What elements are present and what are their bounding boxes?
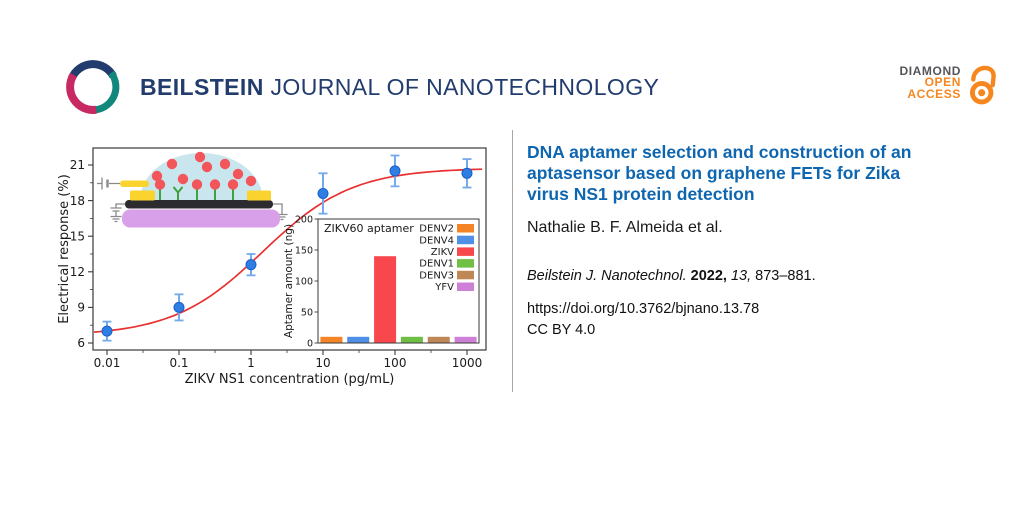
citation-pages: 873–881. — [755, 268, 816, 284]
oa-line-diamond: DIAMOND — [899, 63, 961, 78]
x-tick-label: 1 — [247, 356, 255, 370]
legend-label: DENV4 — [419, 235, 454, 246]
inset-y-tick-label: 0 — [307, 338, 313, 349]
license-label: CC BY 4.0 — [527, 322, 596, 338]
doi-link[interactable]: https://doi.org/10.3762/bjnano.13.78 — [527, 301, 760, 317]
article-info: DNA aptamer selection and construction o… — [527, 142, 942, 338]
legend-label: DENV3 — [419, 270, 454, 281]
data-point — [173, 301, 185, 313]
data-point — [101, 325, 113, 337]
data-point — [461, 167, 473, 179]
source-electrode — [130, 190, 155, 201]
aptamers-bound — [154, 179, 239, 200]
x-tick-label: 100 — [384, 356, 407, 370]
article-title: DNA aptamer selection and construction o… — [527, 142, 912, 204]
drain-electrode — [247, 190, 271, 201]
y-tick-label: 9 — [77, 301, 85, 315]
article-citation: Beilstein J. Nanotechnol. 2022, 13, 873–… — [527, 268, 942, 284]
beilstein-swirl-icon — [66, 60, 120, 114]
legend-swatch — [457, 224, 474, 233]
bar-denv4 — [347, 336, 370, 343]
citation-journal: Beilstein J. Nanotechnol. — [527, 268, 687, 284]
inset-y-tick-label: 150 — [295, 245, 313, 256]
bar-denv2 — [320, 336, 343, 343]
legend-swatch — [457, 270, 474, 280]
y-axis-label: Electrical response (%) — [57, 174, 72, 324]
citation-year: 2022, — [690, 268, 727, 284]
vertical-divider — [512, 130, 513, 392]
bar-denv1 — [400, 336, 423, 343]
legend-label: DENV2 — [419, 224, 454, 235]
inset-title: ZIKV60 aptamer — [324, 222, 414, 235]
citation-volume: 13, — [730, 268, 752, 284]
oa-line-access: ACCESS — [907, 86, 961, 101]
bar-zikv — [374, 256, 397, 343]
journal-wordmark: BEILSTEIN JOURNAL OF NANOTECHNOLOGY — [140, 74, 659, 101]
y-tick-label: 6 — [77, 336, 85, 350]
y-tick-label: 15 — [70, 229, 85, 243]
x-axis-label: ZIKV NS1 concentration (pg/mL) — [185, 372, 395, 387]
x-tick-label: 10 — [315, 356, 330, 370]
legend-swatch — [457, 235, 474, 245]
open-padlock-icon — [969, 65, 996, 105]
data-point — [317, 187, 329, 199]
legend-swatch — [457, 259, 474, 268]
inset-y-axis-label: Aptamer amount (ng) — [283, 224, 295, 338]
oa-line-open: OPEN — [924, 75, 961, 90]
open-access-badge: DIAMOND OPEN ACCESS — [899, 60, 998, 106]
x-tick-label: 1000 — [452, 356, 483, 370]
article-authors: Nathalie B. F. Almeida et al. — [527, 219, 723, 236]
legend-swatch — [457, 282, 474, 291]
inset-y-tick-label: 200 — [295, 214, 313, 225]
bar-yfv — [454, 336, 477, 343]
x-tick-label: 0.1 — [169, 356, 188, 370]
journal-name-bold: BEILSTEIN — [140, 74, 264, 100]
y-tick-label: 21 — [70, 158, 85, 172]
substrate — [122, 209, 280, 228]
bar-denv3 — [427, 336, 450, 343]
circuit-wiring — [97, 177, 288, 223]
data-point — [389, 165, 401, 177]
inset-y-tick-label: 100 — [295, 276, 313, 287]
legend-swatch — [457, 247, 474, 256]
legend-label: DENV1 — [419, 259, 454, 270]
legend-label: YFV — [434, 282, 454, 293]
open-access-label: DIAMOND OPEN ACCESS — [899, 63, 961, 101]
sigmoid-fit-curve — [93, 168, 483, 333]
x-tick-label: 0.01 — [94, 356, 121, 370]
journal-name-rest: JOURNAL OF NANOTECHNOLOGY — [270, 74, 660, 100]
biosensor-schematic — [97, 151, 288, 228]
ns1-proteins-free — [151, 151, 257, 187]
legend-label: ZIKV — [431, 247, 454, 258]
aptamer-free — [173, 186, 183, 201]
y-tick-label: 18 — [70, 194, 85, 208]
inset-y-tick-label: 50 — [301, 307, 313, 318]
gate-electrode — [120, 180, 149, 187]
graphene-channel — [125, 200, 273, 209]
main-axes-frame — [92, 147, 487, 351]
data-point — [245, 259, 257, 271]
y-tick-label: 12 — [70, 265, 85, 279]
